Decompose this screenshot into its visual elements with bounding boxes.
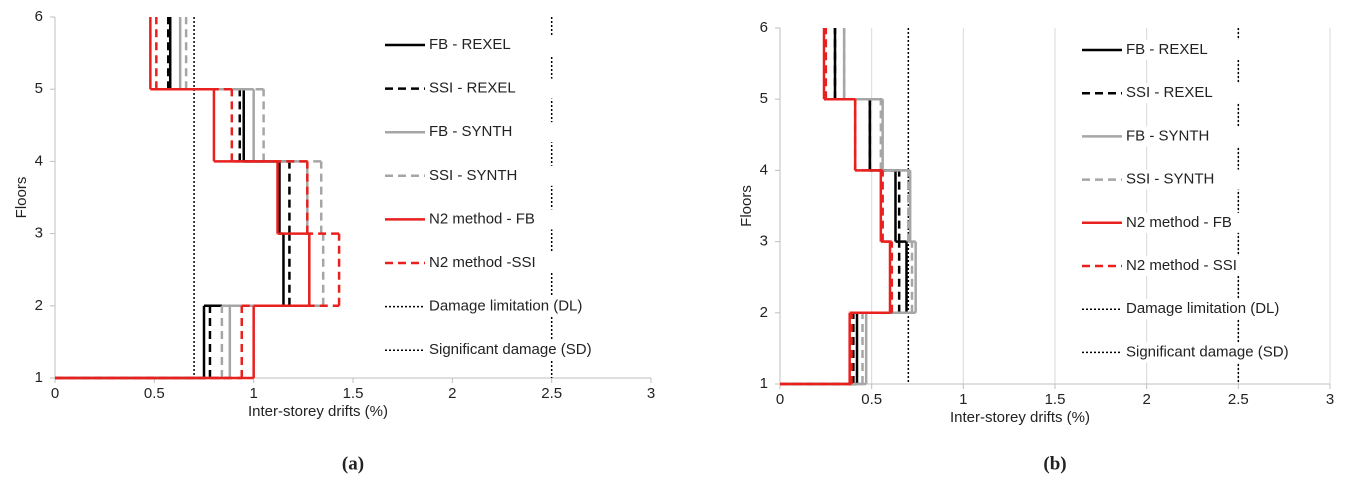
x-tick-label: 3 xyxy=(647,385,655,402)
x-tick-label: 2 xyxy=(448,385,456,402)
x-tick-label: 2.5 xyxy=(1228,391,1249,408)
y-tick-label: 5 xyxy=(35,80,43,97)
y-tick-label: 1 xyxy=(760,375,768,392)
y-tick-label: 2 xyxy=(35,297,43,314)
x-tick-label: 1 xyxy=(959,391,967,408)
legend-label: N2 method - FB xyxy=(429,210,535,227)
legend-bg xyxy=(383,296,573,317)
legend-bg xyxy=(1080,40,1270,60)
legend-label: SSI - REXEL xyxy=(1126,84,1213,101)
x-tick-label: 3 xyxy=(1326,391,1334,408)
legend-bg xyxy=(1080,342,1270,363)
series xyxy=(780,28,914,386)
x-tick-label: 2.5 xyxy=(541,385,562,402)
legend-label: SSI - REXEL xyxy=(429,80,516,97)
series xyxy=(55,17,341,380)
x-tick-label: 0.5 xyxy=(861,391,882,408)
x-tick-label: 1 xyxy=(249,385,257,402)
y-tick-label: 4 xyxy=(35,152,43,169)
x-axis-label: Inter-storey drifts (%) xyxy=(248,403,388,420)
legend-label: N2 method - SSI xyxy=(1126,257,1237,274)
legend-label: N2 method -SSI xyxy=(429,254,536,271)
y-tick-label: 6 xyxy=(35,8,43,25)
y-tick-label: 4 xyxy=(760,161,768,178)
series xyxy=(780,28,894,386)
legend-bg xyxy=(1080,169,1270,190)
y-axis-label: Floors xyxy=(13,177,30,219)
x-tick-label: 0 xyxy=(776,391,784,408)
legend-label: Significant damage (SD) xyxy=(429,341,592,358)
legend-label: SSI - SYNTH xyxy=(429,167,517,184)
y-tick-label: 6 xyxy=(760,19,768,36)
caption: (b) xyxy=(1043,453,1066,474)
legend-bg xyxy=(1080,299,1270,320)
legend-label: N2 method - FB xyxy=(1126,214,1232,231)
y-tick-label: 2 xyxy=(760,304,768,321)
legend-label: FB - REXEL xyxy=(1126,41,1208,58)
series xyxy=(55,17,311,380)
legend-bg xyxy=(383,209,573,230)
caption: (a) xyxy=(342,453,364,474)
x-axis-label: Inter-storey drifts (%) xyxy=(950,409,1090,426)
legend-label: Significant damage (SD) xyxy=(1126,343,1289,360)
legend-bg xyxy=(1080,126,1270,147)
x-tick-label: 1.5 xyxy=(1045,391,1066,408)
series xyxy=(55,17,325,380)
legend-bg xyxy=(1080,256,1270,276)
x-tick-label: 1.5 xyxy=(343,385,364,402)
legend-bg xyxy=(383,340,573,361)
x-tick-label: 2 xyxy=(1142,391,1150,408)
y-tick-label: 3 xyxy=(760,233,768,250)
x-tick-label: 0 xyxy=(51,385,59,402)
legend-label: Damage limitation (DL) xyxy=(1126,300,1279,317)
legend-bg xyxy=(383,35,573,55)
legend-label: FB - SYNTH xyxy=(429,123,512,140)
legend-bg xyxy=(383,253,573,273)
legend-bg xyxy=(1080,83,1270,104)
y-tick-label: 5 xyxy=(760,90,768,107)
legend-bg xyxy=(1080,212,1270,233)
legend-label: SSI - SYNTH xyxy=(1126,171,1214,188)
legend-bg xyxy=(383,122,573,143)
legend-bg xyxy=(383,165,573,186)
legend-label: FB - SYNTH xyxy=(1126,127,1209,144)
y-tick-label: 3 xyxy=(35,225,43,242)
y-axis-label: Floors xyxy=(738,185,755,227)
legend-label: FB - REXEL xyxy=(429,36,511,53)
y-tick-label: 1 xyxy=(35,369,43,386)
legend-label: Damage limitation (DL) xyxy=(429,298,582,315)
x-tick-label: 0.5 xyxy=(144,385,165,402)
series xyxy=(55,17,311,380)
legend-bg xyxy=(383,78,573,99)
